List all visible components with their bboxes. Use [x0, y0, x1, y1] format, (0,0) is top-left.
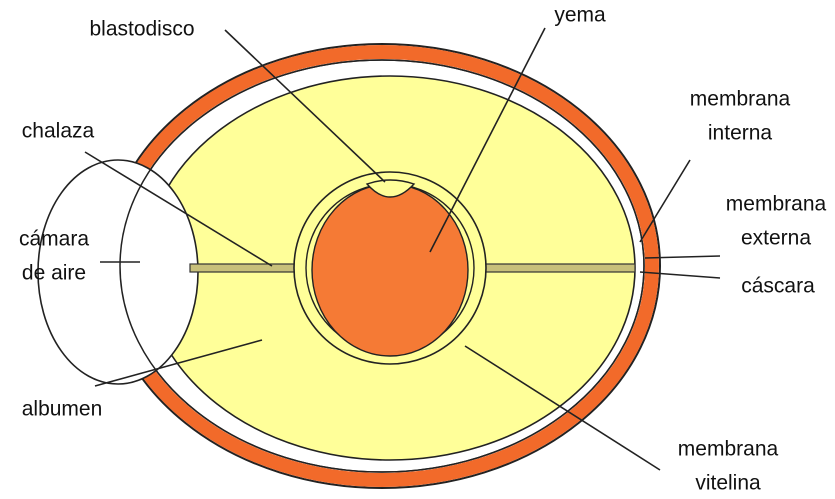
label: yema	[554, 4, 606, 27]
label: membrana	[678, 438, 779, 461]
egg-diagram: blastodisco yema membrana interna chalaza mem…	[0, 0, 835, 499]
label: de aire	[22, 262, 86, 285]
label: membrana	[726, 193, 827, 216]
yolk	[312, 184, 468, 356]
label: albumen	[22, 398, 103, 421]
label: vitelina	[695, 472, 761, 495]
label: membrana	[690, 88, 791, 111]
label: interna	[708, 122, 773, 145]
label: chalaza	[22, 120, 95, 143]
label: cáscara	[741, 275, 815, 298]
label: blastodisco	[89, 18, 194, 41]
label: cámara	[19, 228, 89, 251]
label: externa	[741, 227, 811, 250]
